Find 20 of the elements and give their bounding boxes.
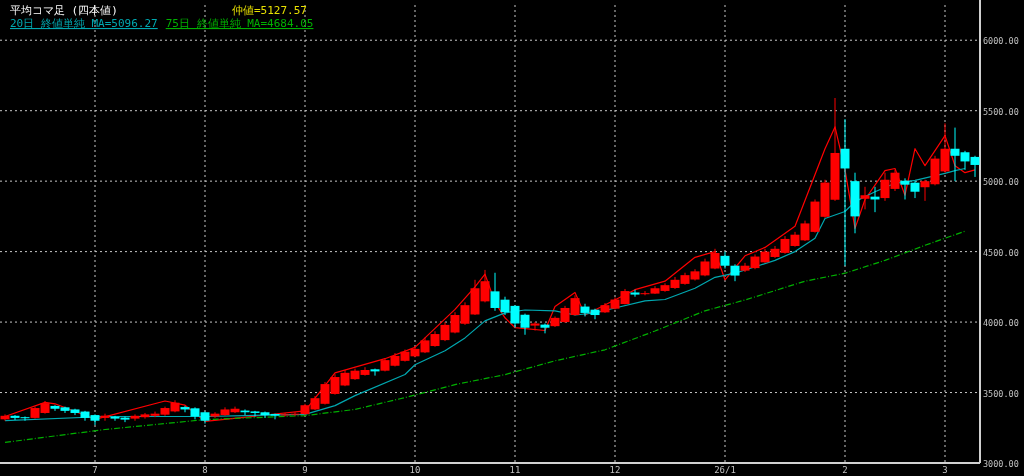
y-tick-label: 3500.00 (983, 388, 1019, 399)
x-tick-label: 11 (509, 465, 521, 475)
chart-subtitle: 仲値=5127.57 (232, 4, 307, 17)
x-tick-label: 26/1 (714, 465, 736, 475)
x-tick-label: 7 (92, 465, 98, 475)
x-tick-label: 9 (302, 465, 308, 475)
text: 75日 終値単純 MA=4684.05 (165, 17, 314, 30)
text: 20日 終値単純 MA=5096.27 (10, 17, 158, 30)
y-tick-label: 4500.00 (983, 247, 1019, 258)
x-tick-label: 10 (409, 465, 421, 475)
y-tick-label: 6000.00 (983, 36, 1019, 47)
y-tick-label: 4000.00 (983, 318, 1019, 329)
x-tick-label: 12 (609, 465, 621, 475)
x-tick-label: 8 (202, 465, 208, 475)
x-tick-label: 3 (942, 465, 948, 475)
y-tick-label: 5500.00 (983, 106, 1019, 117)
y-tick-label: 3000.00 (983, 459, 1019, 469)
x-tick-label: 2 (842, 465, 848, 475)
y-tick-label: 5000.00 (983, 177, 1019, 188)
chart-title: 平均コマ足 (四本値) (10, 4, 118, 17)
